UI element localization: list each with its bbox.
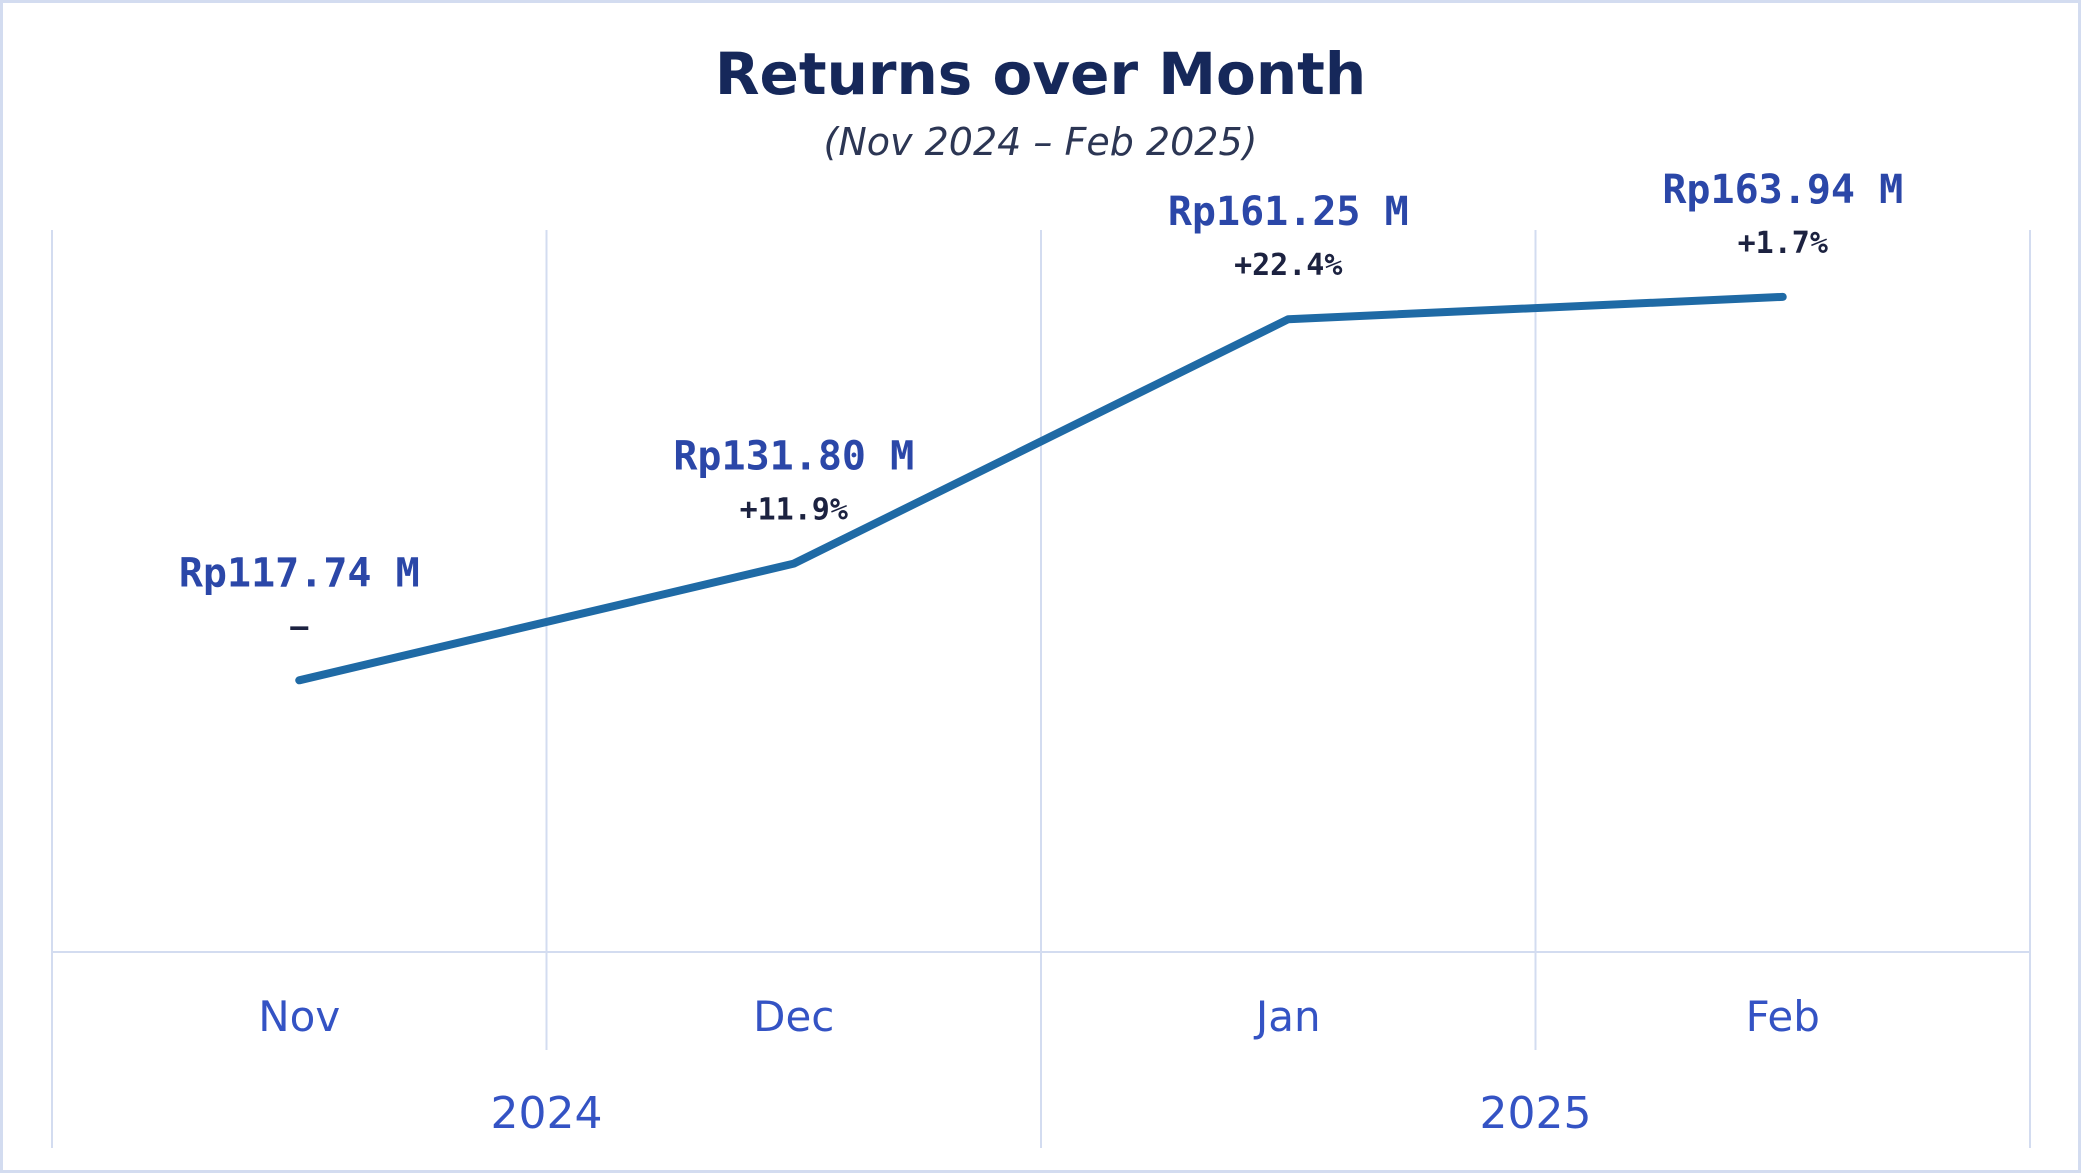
x-tick-label: Jan [1253,992,1321,1041]
x-axis: Nov Dec Jan Feb 2024 2025 [258,992,1820,1139]
x-group-label: 2025 [1480,1088,1592,1139]
data-label-value: Rp117.74 M [179,550,420,596]
x-group-label: 2024 [491,1088,603,1139]
x-tick-label: Dec [753,992,834,1041]
x-tick-label: Feb [1746,992,1820,1041]
data-label-change: – [290,609,309,644]
data-label-change: +11.9% [740,493,848,528]
series-line [295,292,1787,685]
grid-lines [51,230,2031,1148]
series-line-group [295,292,1787,685]
data-label-value: Rp131.80 M [673,434,914,480]
data-label-change: +22.4% [1234,248,1342,283]
data-label-value: Rp161.25 M [1168,189,1409,235]
chart-subtitle: (Nov 2024 – Feb 2025) [823,120,1258,164]
x-tick-label: Nov [258,992,340,1041]
data-label-value: Rp163.94 M [1662,167,1903,213]
chart-title: Returns over Month [714,40,1367,108]
data-label-change: +1.7% [1738,226,1828,261]
data-labels: Rp117.74 M – Rp131.80 M +11.9% Rp161.25 M +22… [179,167,1903,644]
